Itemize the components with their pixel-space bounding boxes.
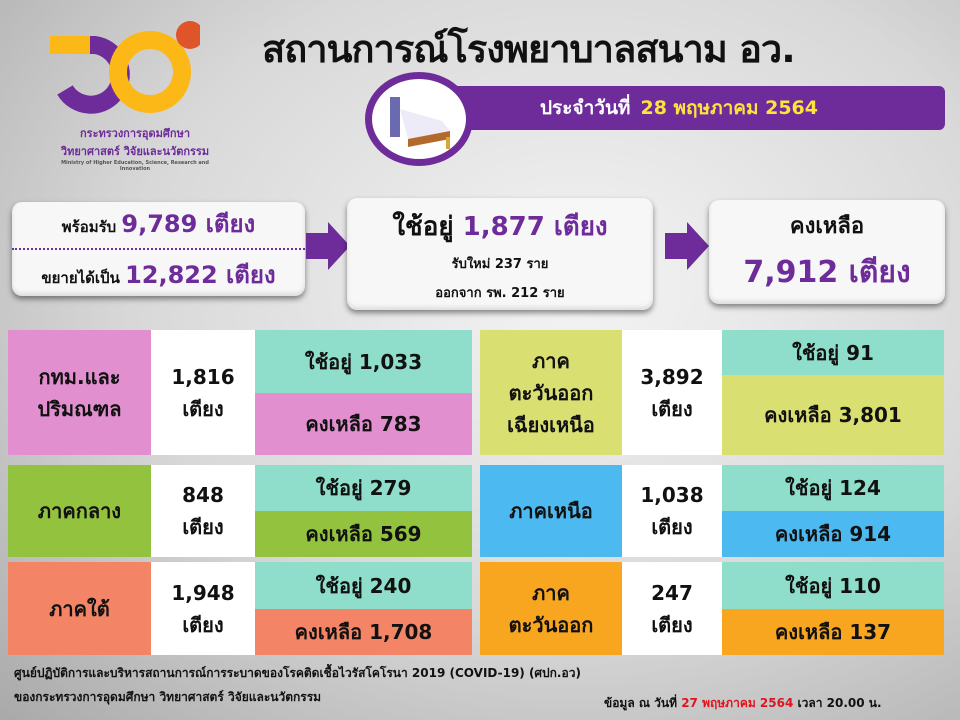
- date-value: 28 พฤษภาคม 2564: [640, 97, 818, 119]
- arrow-icon: [306, 222, 350, 270]
- region-used: ใช้อยู่ 279: [255, 465, 472, 511]
- capacity-box: พร้อมรับ 9,789 เตียง ขยายได้เป็น 12,822 …: [12, 202, 305, 296]
- expand-label: ขยายได้เป็น: [41, 269, 120, 287]
- ready-label: พร้อมรับ: [61, 218, 117, 236]
- used-label: ใช้อยู่: [392, 211, 454, 242]
- ready-value: 9,789 เตียง: [121, 210, 256, 238]
- region-name: ภาคใต้: [8, 562, 151, 655]
- region-used: ใช้อยู่ 1,033: [255, 330, 472, 393]
- data-timestamp: ข้อมูล ณ วันที่ 27 พฤษภาคม 2564 เวลา 20.…: [604, 696, 882, 710]
- region-name: ภาค ตะวันออก เฉียงเหนือ: [480, 330, 622, 455]
- remain-label: คงเหลือ: [789, 214, 865, 239]
- logo-org-th-2: วิทยาศาสตร์ วิจัยและนวัตกรรม: [60, 145, 210, 158]
- logo-mark-icon: [50, 21, 204, 114]
- region-used: ใช้อยู่ 124: [722, 465, 944, 511]
- region-name: กทม.และ ปริมณฑล: [8, 330, 151, 455]
- region-remaining: คงเหลือ 1,708: [255, 609, 472, 655]
- new-admit: รับใหม่ 237 ราย: [451, 256, 549, 272]
- logo-org-th-1: กระทรวงการอุดมศึกษา: [80, 127, 190, 140]
- region-name: ภาคเหนือ: [480, 465, 622, 557]
- region-remaining: คงเหลือ 783: [255, 393, 472, 455]
- region-remaining: คงเหลือ 137: [722, 609, 944, 655]
- date-banner: ประจำวันที่ 28 พฤษภาคม 2564: [440, 86, 945, 130]
- bed-icon: [365, 72, 473, 166]
- region-remaining: คงเหลือ 569: [255, 511, 472, 557]
- arrow-icon: [665, 222, 709, 270]
- page-title: สถานการณ์โรงพยาบาลสนาม อว.: [262, 27, 796, 71]
- region-total-beds: 1,038 เตียง: [622, 465, 722, 557]
- region-used: ใช้อยู่ 91: [722, 330, 944, 375]
- ministry-logo: กระทรวงการอุดมศึกษา วิทยาศาสตร์ วิจัยและ…: [50, 20, 220, 172]
- region-name: ภาค ตะวันออก: [480, 562, 622, 655]
- region-total-beds: 247 เตียง: [622, 562, 722, 655]
- region-total-beds: 848 เตียง: [151, 465, 255, 557]
- region-remaining: คงเหลือ 3,801: [722, 375, 944, 455]
- region-total-beds: 1,948 เตียง: [151, 562, 255, 655]
- footer-line1: ศูนย์ปฏิบัติการและบริหารสถานการณ์การระบา…: [14, 666, 581, 680]
- in-use-box: ใช้อยู่ 1,877 เตียง รับใหม่ 237 ราย ออกจ…: [347, 198, 653, 310]
- expand-value: 12,822 เตียง: [125, 261, 276, 289]
- used-value: 1,877 เตียง: [462, 211, 608, 242]
- logo-org-en: Ministry of Higher Education, Science, R…: [61, 160, 209, 172]
- date-label: ประจำวันที่: [540, 97, 631, 119]
- region-total-beds: 1,816 เตียง: [151, 330, 255, 455]
- remaining-box: คงเหลือ 7,912 เตียง: [709, 200, 945, 304]
- region-used: ใช้อยู่ 110: [722, 562, 944, 609]
- region-name: ภาคกลาง: [8, 465, 151, 557]
- region-used: ใช้อยู่ 240: [255, 562, 472, 609]
- remain-value: 7,912 เตียง: [743, 255, 911, 290]
- divider: [12, 248, 305, 250]
- footer-line2: ของกระทรวงการอุดมศึกษา วิทยาศาสตร์ วิจัย…: [14, 690, 322, 704]
- region-remaining: คงเหลือ 914: [722, 511, 944, 557]
- discharged: ออกจาก รพ. 212 ราย: [435, 285, 565, 301]
- region-total-beds: 3,892 เตียง: [622, 330, 722, 455]
